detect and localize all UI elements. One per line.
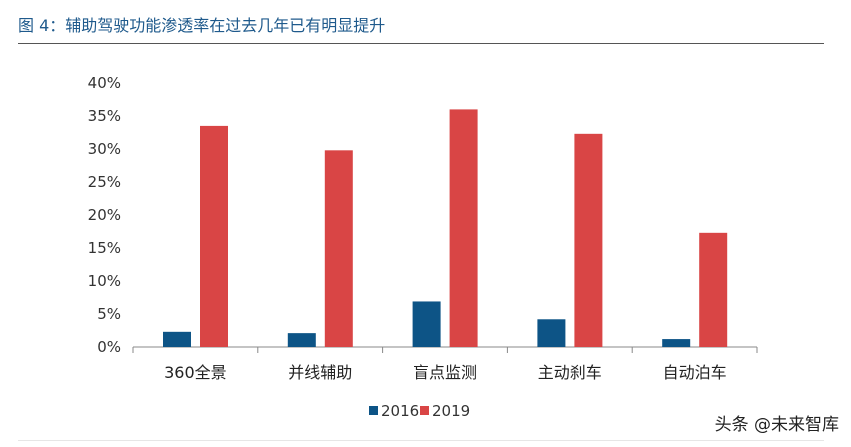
bar-2019 (449, 109, 478, 348)
y-tick-label: 5% (97, 305, 121, 323)
bar-2016 (537, 319, 566, 347)
y-tick-label: 15% (88, 239, 121, 257)
bar-2019 (324, 150, 353, 347)
y-tick-label: 25% (88, 173, 121, 191)
y-tick-label: 30% (88, 140, 121, 158)
watermark: 头条 @未来智库 (714, 415, 839, 435)
figure-title: 图 4：辅助驾驶功能渗透率在过去几年已有明显提升 (18, 16, 386, 35)
y-tick-label: 35% (88, 107, 121, 125)
bar-2019 (574, 133, 603, 347)
y-tick-label: 0% (97, 338, 121, 356)
legend-label-2016: 2016 (381, 402, 419, 420)
x-tick-label: 自动泊车 (663, 363, 727, 382)
bar-2016 (287, 333, 316, 347)
y-tick-label: 20% (88, 206, 121, 224)
bar-2019 (699, 232, 728, 347)
bar-2016 (662, 339, 691, 347)
x-tick-label: 盲点监测 (413, 363, 477, 382)
x-tick-label: 360全景 (164, 363, 227, 382)
legend-swatch-2019 (420, 406, 429, 415)
y-tick-label: 10% (88, 272, 121, 290)
bottom-divider (18, 440, 824, 441)
legend-label-2019: 2019 (432, 402, 470, 420)
x-tick-label: 并线辅助 (288, 363, 352, 382)
bar-2016 (163, 331, 191, 347)
title-divider (18, 43, 824, 44)
x-tick-label: 主动刹车 (538, 363, 602, 382)
y-tick-label: 40% (88, 74, 121, 92)
legend-swatch-2016 (369, 406, 378, 415)
bar-2016 (412, 301, 441, 347)
bar-2019 (200, 125, 228, 348)
